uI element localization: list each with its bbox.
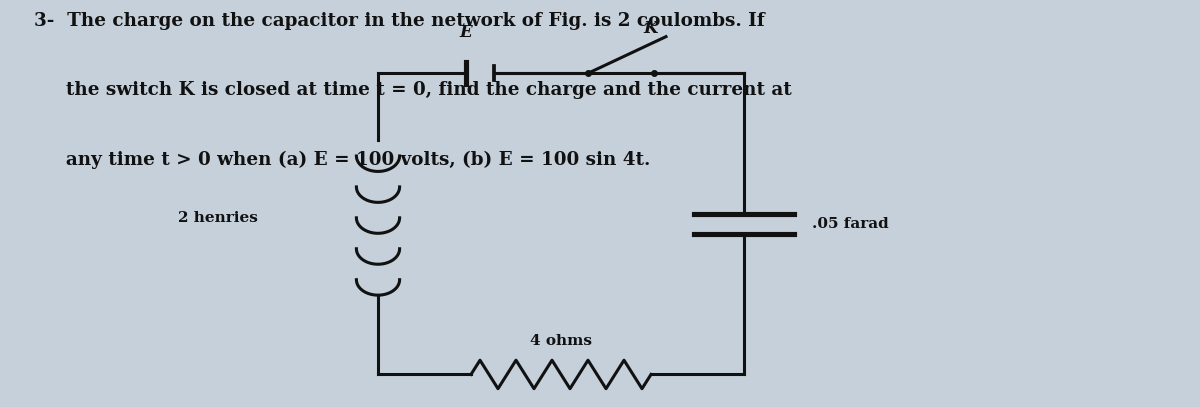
Text: the switch K is closed at time t = 0, find the charge and the current at: the switch K is closed at time t = 0, fi… [34, 81, 791, 99]
Text: any time t > 0 when (a) E = 100 volts, (b) E = 100 sin 4t.: any time t > 0 when (a) E = 100 volts, (… [34, 151, 650, 169]
Text: E: E [460, 24, 472, 41]
Text: 3-  The charge on the capacitor in the network of Fig. is 2 coulombs. If: 3- The charge on the capacitor in the ne… [34, 12, 764, 30]
Text: K: K [643, 20, 659, 37]
Text: 2 henries: 2 henries [178, 211, 258, 225]
Text: .05 farad: .05 farad [812, 217, 889, 231]
Text: 4 ohms: 4 ohms [530, 334, 592, 348]
